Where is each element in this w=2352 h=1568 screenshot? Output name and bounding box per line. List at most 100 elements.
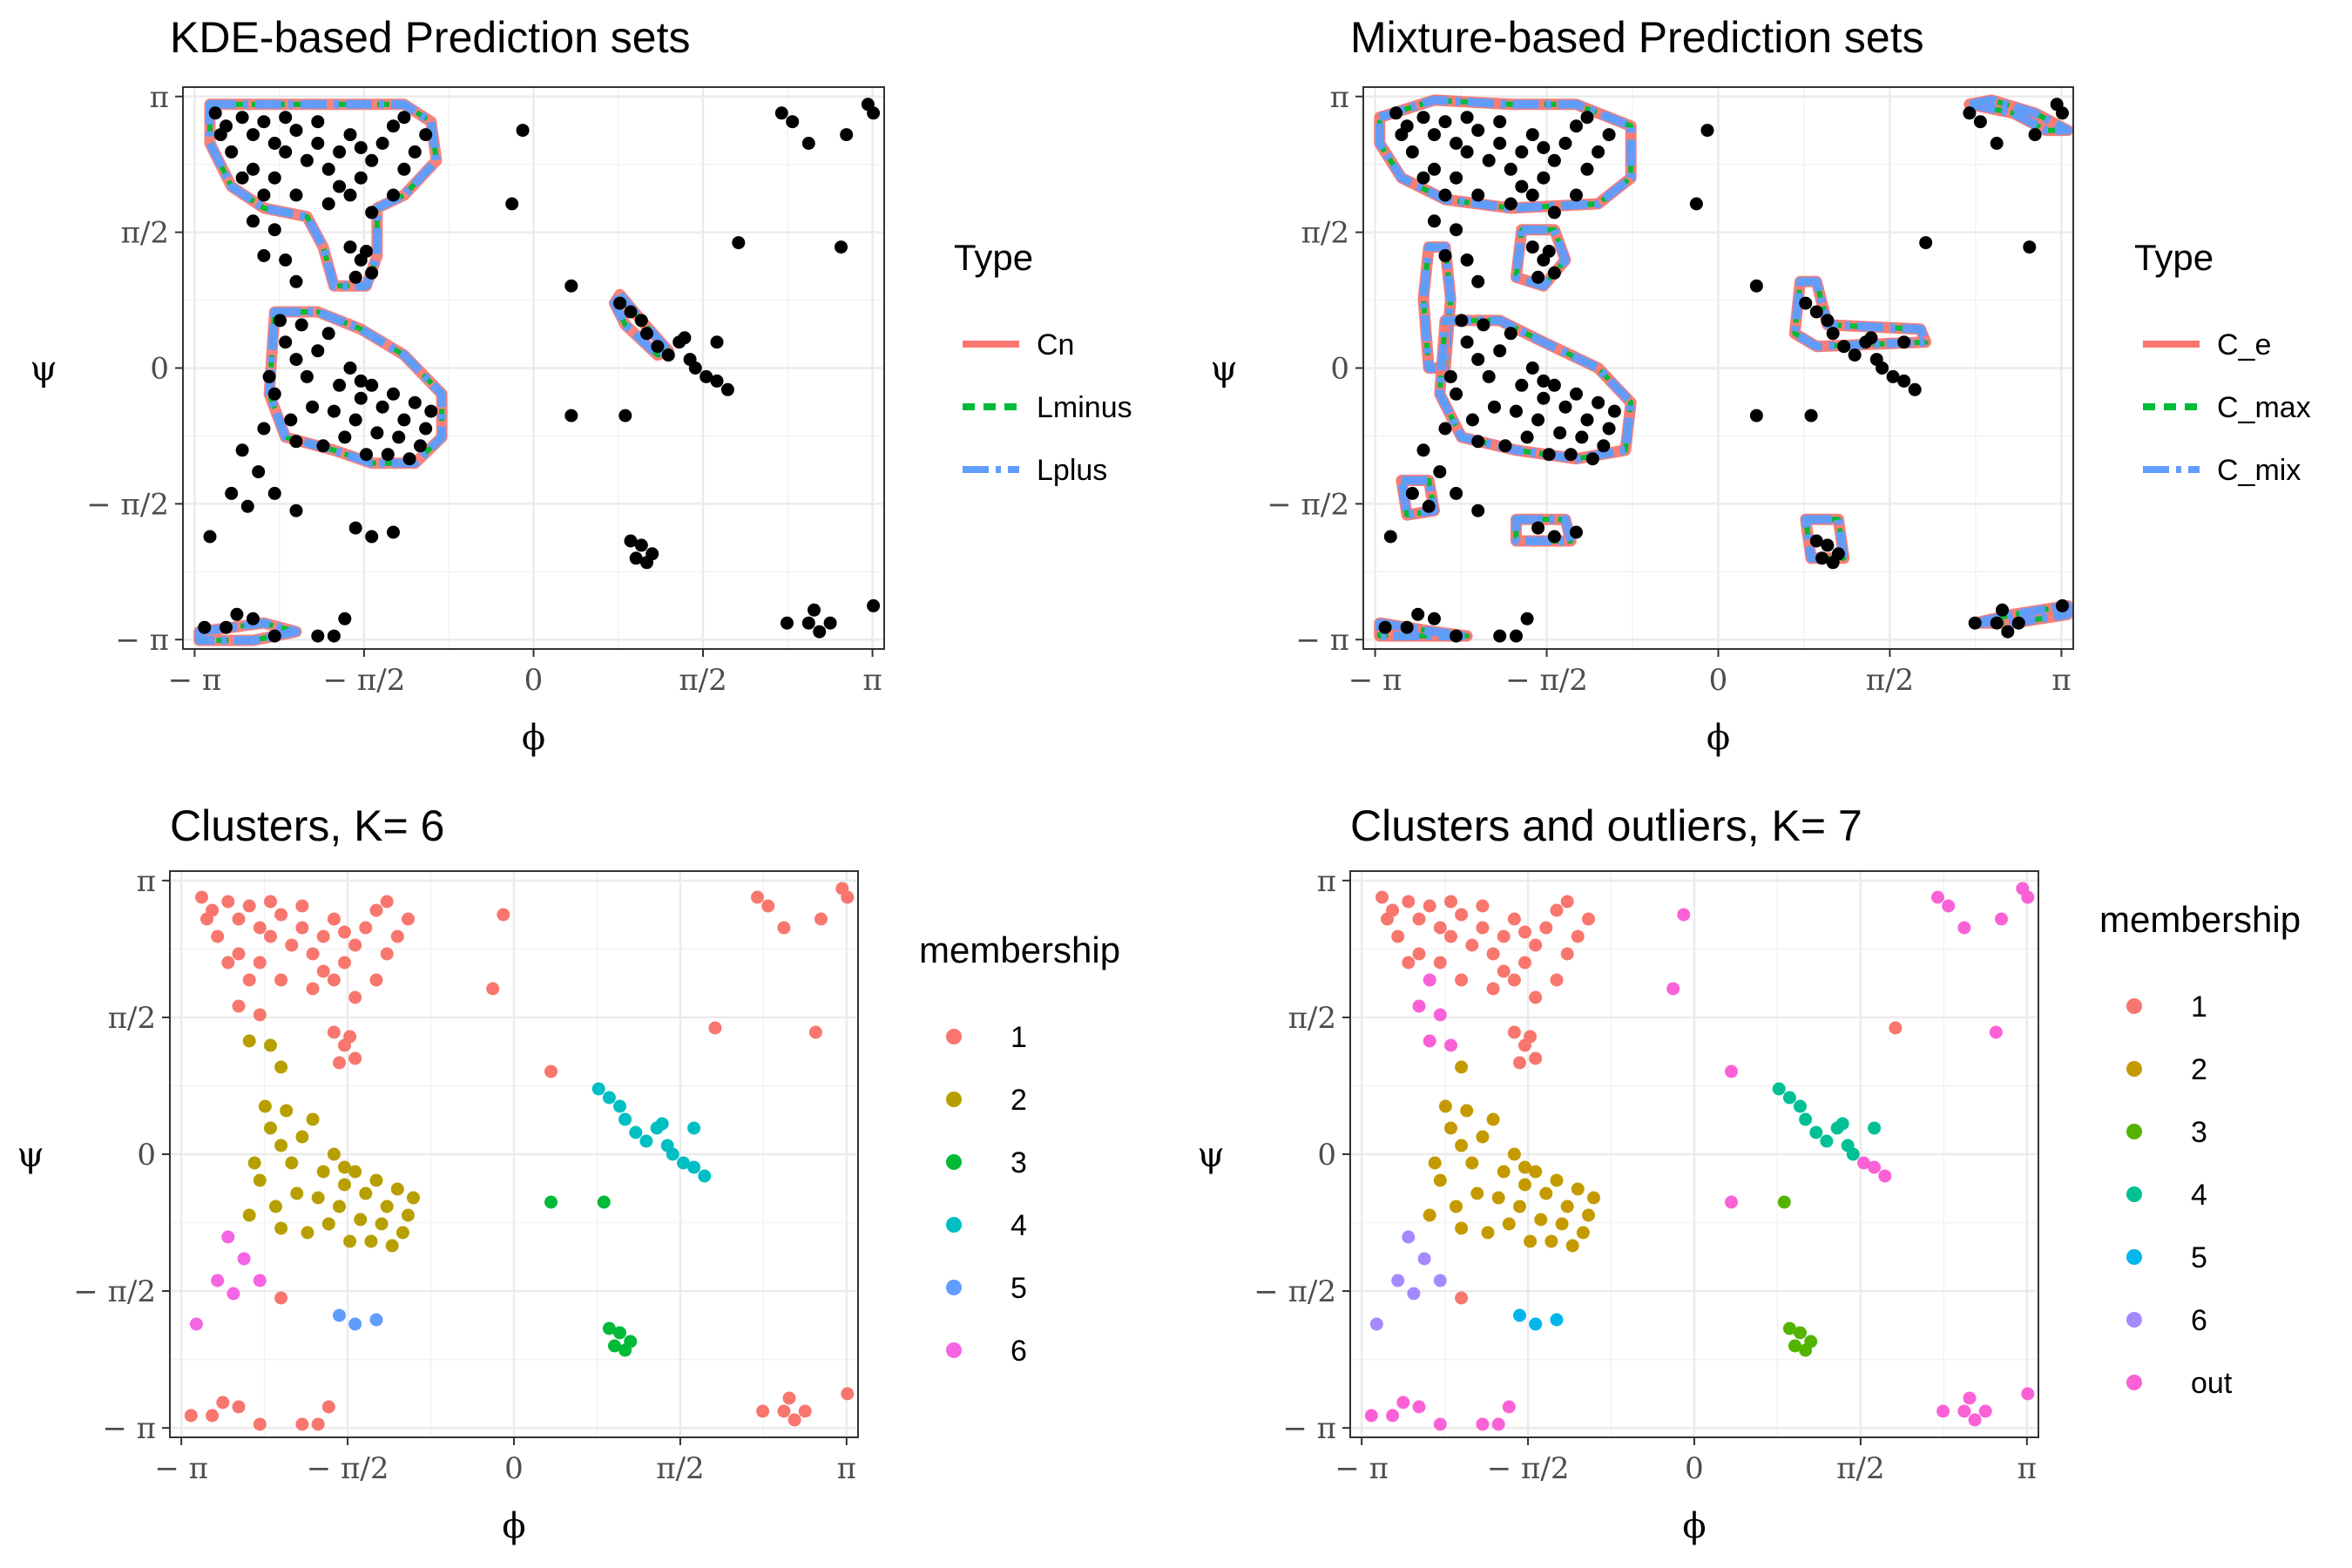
data-point — [338, 612, 352, 625]
data-point — [381, 448, 395, 462]
data-point — [289, 435, 303, 449]
data-point — [1571, 929, 1585, 943]
data-point — [338, 1178, 351, 1192]
data-point — [395, 1226, 409, 1240]
legend-label-3: 3 — [1010, 1146, 1027, 1179]
data-point — [1592, 395, 1605, 409]
data-point — [253, 921, 267, 935]
data-point — [1497, 964, 1511, 978]
data-point — [624, 1335, 638, 1348]
data-point — [380, 895, 394, 909]
data-point — [316, 439, 330, 453]
data-point — [1433, 1417, 1447, 1431]
data-point — [184, 1409, 198, 1423]
data-point — [311, 1191, 325, 1205]
panel-1: − π − π − π/2 − π/2 0 0 π/2 π/2 π π ϕ ψ KDE-based Pr… — [30, 13, 1132, 758]
data-point — [2056, 598, 2069, 612]
legend-key-5 — [946, 1280, 962, 1295]
panel-4: − π − π − π/2 − π/2 0 0 π/2 π/2 π π ϕ ψ Clusters and… — [1197, 801, 2301, 1546]
data-point — [267, 223, 281, 237]
y-tick-label: 0 — [150, 352, 169, 387]
data-point — [2001, 625, 2015, 639]
x-tick-label: − π/2 — [1487, 1451, 1570, 1486]
data-point — [732, 236, 746, 250]
data-point — [1837, 340, 1851, 354]
y-tick-label: π — [150, 80, 169, 115]
data-point — [1378, 620, 1392, 634]
data-point — [814, 912, 828, 926]
data-point — [1897, 335, 1911, 349]
data-point — [262, 369, 276, 383]
data-point — [1450, 171, 1463, 185]
data-point — [781, 616, 794, 630]
x-tick-label: − π — [154, 1451, 208, 1486]
data-point — [321, 327, 335, 341]
data-point — [333, 145, 347, 159]
data-point — [840, 128, 854, 142]
data-point — [867, 598, 881, 612]
data-point — [338, 925, 351, 939]
data-point — [1460, 1104, 1474, 1118]
data-point — [257, 422, 271, 436]
data-point — [380, 1200, 394, 1213]
data-point — [1990, 137, 2004, 150]
data-point — [1931, 890, 1944, 904]
data-point — [289, 504, 303, 517]
data-point — [311, 1417, 325, 1431]
data-point — [274, 973, 288, 987]
data-point — [1592, 145, 1605, 159]
data-point — [1794, 1326, 1807, 1340]
data-point — [1876, 362, 1889, 375]
data-point — [380, 947, 394, 961]
data-point — [348, 270, 362, 284]
data-point — [1544, 1234, 1558, 1248]
legend-label-6: 6 — [1010, 1335, 1027, 1368]
data-point — [1460, 145, 1474, 159]
contour-Lplus — [265, 308, 447, 468]
data-point — [289, 274, 303, 288]
data-point — [1476, 1417, 1490, 1431]
data-point — [1518, 1160, 1531, 1174]
data-point — [253, 1274, 267, 1288]
legend-label-C_e: C_e — [2217, 328, 2271, 362]
data-point — [1502, 1217, 1516, 1231]
data-point — [687, 1121, 701, 1135]
data-point — [311, 629, 325, 643]
data-point — [1524, 1030, 1538, 1044]
data-point — [1438, 188, 1452, 202]
data-point — [279, 145, 293, 159]
data-point — [1558, 400, 1572, 414]
data-point — [1444, 929, 1457, 943]
data-point — [777, 1404, 791, 1418]
data-point — [1515, 145, 1529, 159]
y-tick-label: π — [1330, 80, 1349, 115]
data-point — [1868, 1121, 1882, 1135]
data-point — [407, 1191, 420, 1205]
data-point — [348, 1165, 362, 1179]
data-point — [369, 1173, 383, 1187]
data-point — [348, 990, 362, 1004]
data-point — [327, 973, 341, 987]
data-point — [1438, 422, 1452, 436]
data-point — [1423, 1034, 1436, 1048]
data-point — [1402, 1230, 1416, 1244]
data-point — [1433, 465, 1447, 479]
data-point — [1438, 1099, 1452, 1113]
data-point — [1455, 1139, 1469, 1152]
x-tick-label: 0 — [504, 1451, 524, 1486]
data-point — [1400, 620, 1414, 634]
legend-label-2: 2 — [2191, 1053, 2207, 1086]
data-point — [698, 1169, 712, 1183]
y-tick-label: − π — [102, 1411, 156, 1446]
data-point — [316, 1165, 330, 1179]
contour-Lminus — [267, 309, 445, 466]
data-point — [306, 1112, 320, 1126]
legend-label-1: 1 — [1010, 1021, 1027, 1054]
legend-key-1 — [946, 1029, 962, 1044]
data-point — [867, 106, 881, 120]
data-point — [1412, 912, 1426, 926]
data-point — [841, 1387, 855, 1401]
data-point — [333, 179, 347, 193]
data-point — [1417, 1252, 1431, 1266]
data-point — [1799, 296, 1813, 310]
